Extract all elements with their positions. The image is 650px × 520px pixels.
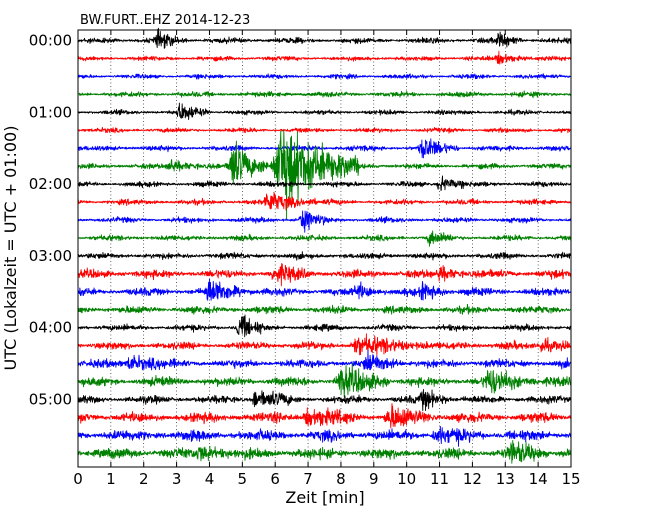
seismogram-trace (77, 333, 572, 356)
x-tick-label: 3 (172, 470, 182, 488)
x-tick-label: 13 (496, 470, 515, 488)
seismogram-trace (77, 263, 572, 287)
seismogram-trace (77, 230, 572, 247)
x-tick-label: 15 (561, 470, 580, 488)
seismogram-trace (77, 251, 572, 261)
x-axis: 0 1 2 3 4 5 6 7 8 9 10 11 12 13 14 15 (73, 30, 581, 488)
seismogram-trace (77, 102, 572, 121)
seismogram-trace (77, 440, 572, 464)
x-tick-label: 5 (238, 470, 248, 488)
x-tick-label: 12 (463, 470, 482, 488)
seismogram-trace (77, 210, 572, 233)
seismogram-trace (77, 363, 572, 398)
seismogram-trace (77, 388, 572, 411)
y-tick-label: 01:00 (29, 103, 72, 121)
x-tick-label: 7 (303, 470, 313, 488)
y-tick-label: 04:00 (29, 319, 72, 337)
seismogram-trace (77, 314, 572, 338)
seismogram-trace (77, 175, 572, 191)
seismogram-trace (77, 27, 572, 49)
chart-title: BW.FURT..EHZ 2014-12-23 (80, 13, 250, 28)
x-tick-label: 14 (529, 470, 548, 488)
seismogram-trace (77, 73, 572, 80)
x-axis-label: Zeit [min] (285, 488, 364, 507)
y-tick-label: 00:00 (29, 32, 72, 50)
y-axis: 00:00 01:00 02:00 03:00 04:00 05:00 (29, 32, 83, 409)
x-tick-label: 2 (139, 470, 149, 488)
seismogram-trace (77, 50, 572, 65)
x-tick-label: 0 (73, 470, 83, 488)
x-tick-label: 6 (270, 470, 280, 488)
y-tick-label: 02:00 (29, 175, 72, 193)
y-tick-label: 05:00 (29, 391, 72, 409)
seismogram-trace (77, 90, 572, 99)
seismogram-trace (77, 126, 572, 134)
seismogram-trace (77, 425, 572, 447)
seismogram-trace (77, 403, 572, 429)
seismogram-trace (77, 138, 572, 159)
plot-frame (77, 29, 572, 468)
x-tick-label: 9 (369, 470, 379, 488)
y-axis-label: UTC (Lokalzeit = UTC + 01:00) (1, 126, 20, 371)
seismogram-trace (77, 303, 572, 315)
x-tick-label: 1 (106, 470, 116, 488)
x-tick-label: 4 (205, 470, 215, 488)
x-tick-label: 8 (336, 470, 346, 488)
x-tick-label: 11 (430, 470, 449, 488)
seismogram-trace (77, 349, 572, 371)
seismogram-trace (77, 278, 572, 301)
seismogram-trace (77, 191, 572, 211)
seismogram-trace (77, 129, 572, 221)
traces (77, 27, 572, 464)
x-tick-label: 10 (397, 470, 416, 488)
y-tick-label: 03:00 (29, 247, 72, 265)
